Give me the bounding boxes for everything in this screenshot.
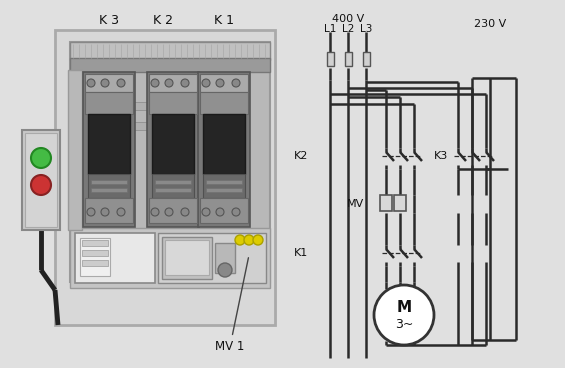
- Text: 3~: 3~: [395, 318, 413, 332]
- Bar: [197, 102, 213, 110]
- Bar: [88, 114, 130, 174]
- Circle shape: [253, 235, 263, 245]
- Bar: [133, 102, 149, 110]
- Bar: [203, 174, 245, 198]
- Circle shape: [202, 208, 210, 216]
- Bar: [22, 130, 60, 230]
- Bar: [147, 72, 199, 227]
- Circle shape: [216, 79, 224, 87]
- Circle shape: [218, 263, 232, 277]
- Bar: [200, 92, 248, 114]
- Bar: [82, 250, 108, 256]
- Bar: [152, 174, 194, 198]
- Bar: [203, 114, 245, 174]
- Bar: [206, 180, 242, 184]
- Bar: [149, 74, 197, 92]
- Circle shape: [87, 79, 95, 87]
- Bar: [215, 243, 235, 273]
- Text: K 1: K 1: [214, 14, 234, 27]
- Text: L2: L2: [342, 24, 354, 34]
- Bar: [206, 188, 242, 192]
- Text: M: M: [397, 300, 411, 315]
- Text: K3: K3: [434, 151, 448, 161]
- Circle shape: [232, 208, 240, 216]
- Bar: [345, 52, 352, 66]
- Bar: [380, 195, 392, 211]
- Circle shape: [235, 235, 245, 245]
- Bar: [70, 58, 270, 72]
- Bar: [155, 180, 191, 184]
- Circle shape: [31, 148, 51, 168]
- Bar: [200, 198, 248, 223]
- Bar: [70, 42, 270, 60]
- Bar: [68, 70, 82, 230]
- Circle shape: [165, 208, 173, 216]
- Circle shape: [181, 79, 189, 87]
- Text: 230 V: 230 V: [474, 19, 506, 29]
- Bar: [80, 238, 110, 276]
- Circle shape: [202, 79, 210, 87]
- Bar: [91, 180, 127, 184]
- Bar: [85, 92, 133, 114]
- Circle shape: [151, 208, 159, 216]
- Bar: [327, 52, 334, 66]
- Bar: [82, 260, 108, 266]
- Circle shape: [87, 208, 95, 216]
- Bar: [70, 42, 270, 282]
- Circle shape: [151, 79, 159, 87]
- Circle shape: [165, 79, 173, 87]
- Bar: [91, 188, 127, 192]
- Text: MV: MV: [347, 199, 364, 209]
- Circle shape: [244, 235, 254, 245]
- Bar: [133, 122, 147, 130]
- Bar: [149, 92, 197, 114]
- Circle shape: [216, 208, 224, 216]
- Bar: [83, 72, 135, 227]
- Circle shape: [232, 79, 240, 87]
- Bar: [25, 133, 57, 227]
- Bar: [85, 198, 133, 223]
- Bar: [155, 188, 191, 192]
- Text: K 3: K 3: [99, 14, 119, 27]
- Bar: [197, 122, 211, 130]
- Circle shape: [374, 285, 434, 345]
- Circle shape: [101, 79, 109, 87]
- Bar: [158, 233, 266, 283]
- Bar: [149, 198, 197, 223]
- Text: K1: K1: [294, 248, 308, 258]
- Bar: [165, 240, 209, 275]
- Bar: [82, 240, 108, 246]
- Text: MV 1: MV 1: [215, 258, 249, 353]
- Text: K2: K2: [294, 151, 308, 161]
- Bar: [55, 30, 275, 325]
- Bar: [75, 233, 155, 283]
- Circle shape: [117, 79, 125, 87]
- Bar: [200, 74, 248, 92]
- Bar: [394, 195, 406, 211]
- Circle shape: [31, 175, 51, 195]
- Bar: [152, 114, 194, 174]
- Bar: [70, 228, 270, 288]
- Bar: [88, 174, 130, 198]
- Circle shape: [101, 208, 109, 216]
- Bar: [198, 72, 250, 227]
- Bar: [363, 52, 370, 66]
- Bar: [85, 74, 133, 92]
- Text: L3: L3: [360, 24, 372, 34]
- Text: L1: L1: [324, 24, 336, 34]
- Circle shape: [117, 208, 125, 216]
- Circle shape: [181, 208, 189, 216]
- Text: 400 V: 400 V: [332, 14, 364, 24]
- Text: K 2: K 2: [153, 14, 173, 27]
- Bar: [162, 237, 212, 279]
